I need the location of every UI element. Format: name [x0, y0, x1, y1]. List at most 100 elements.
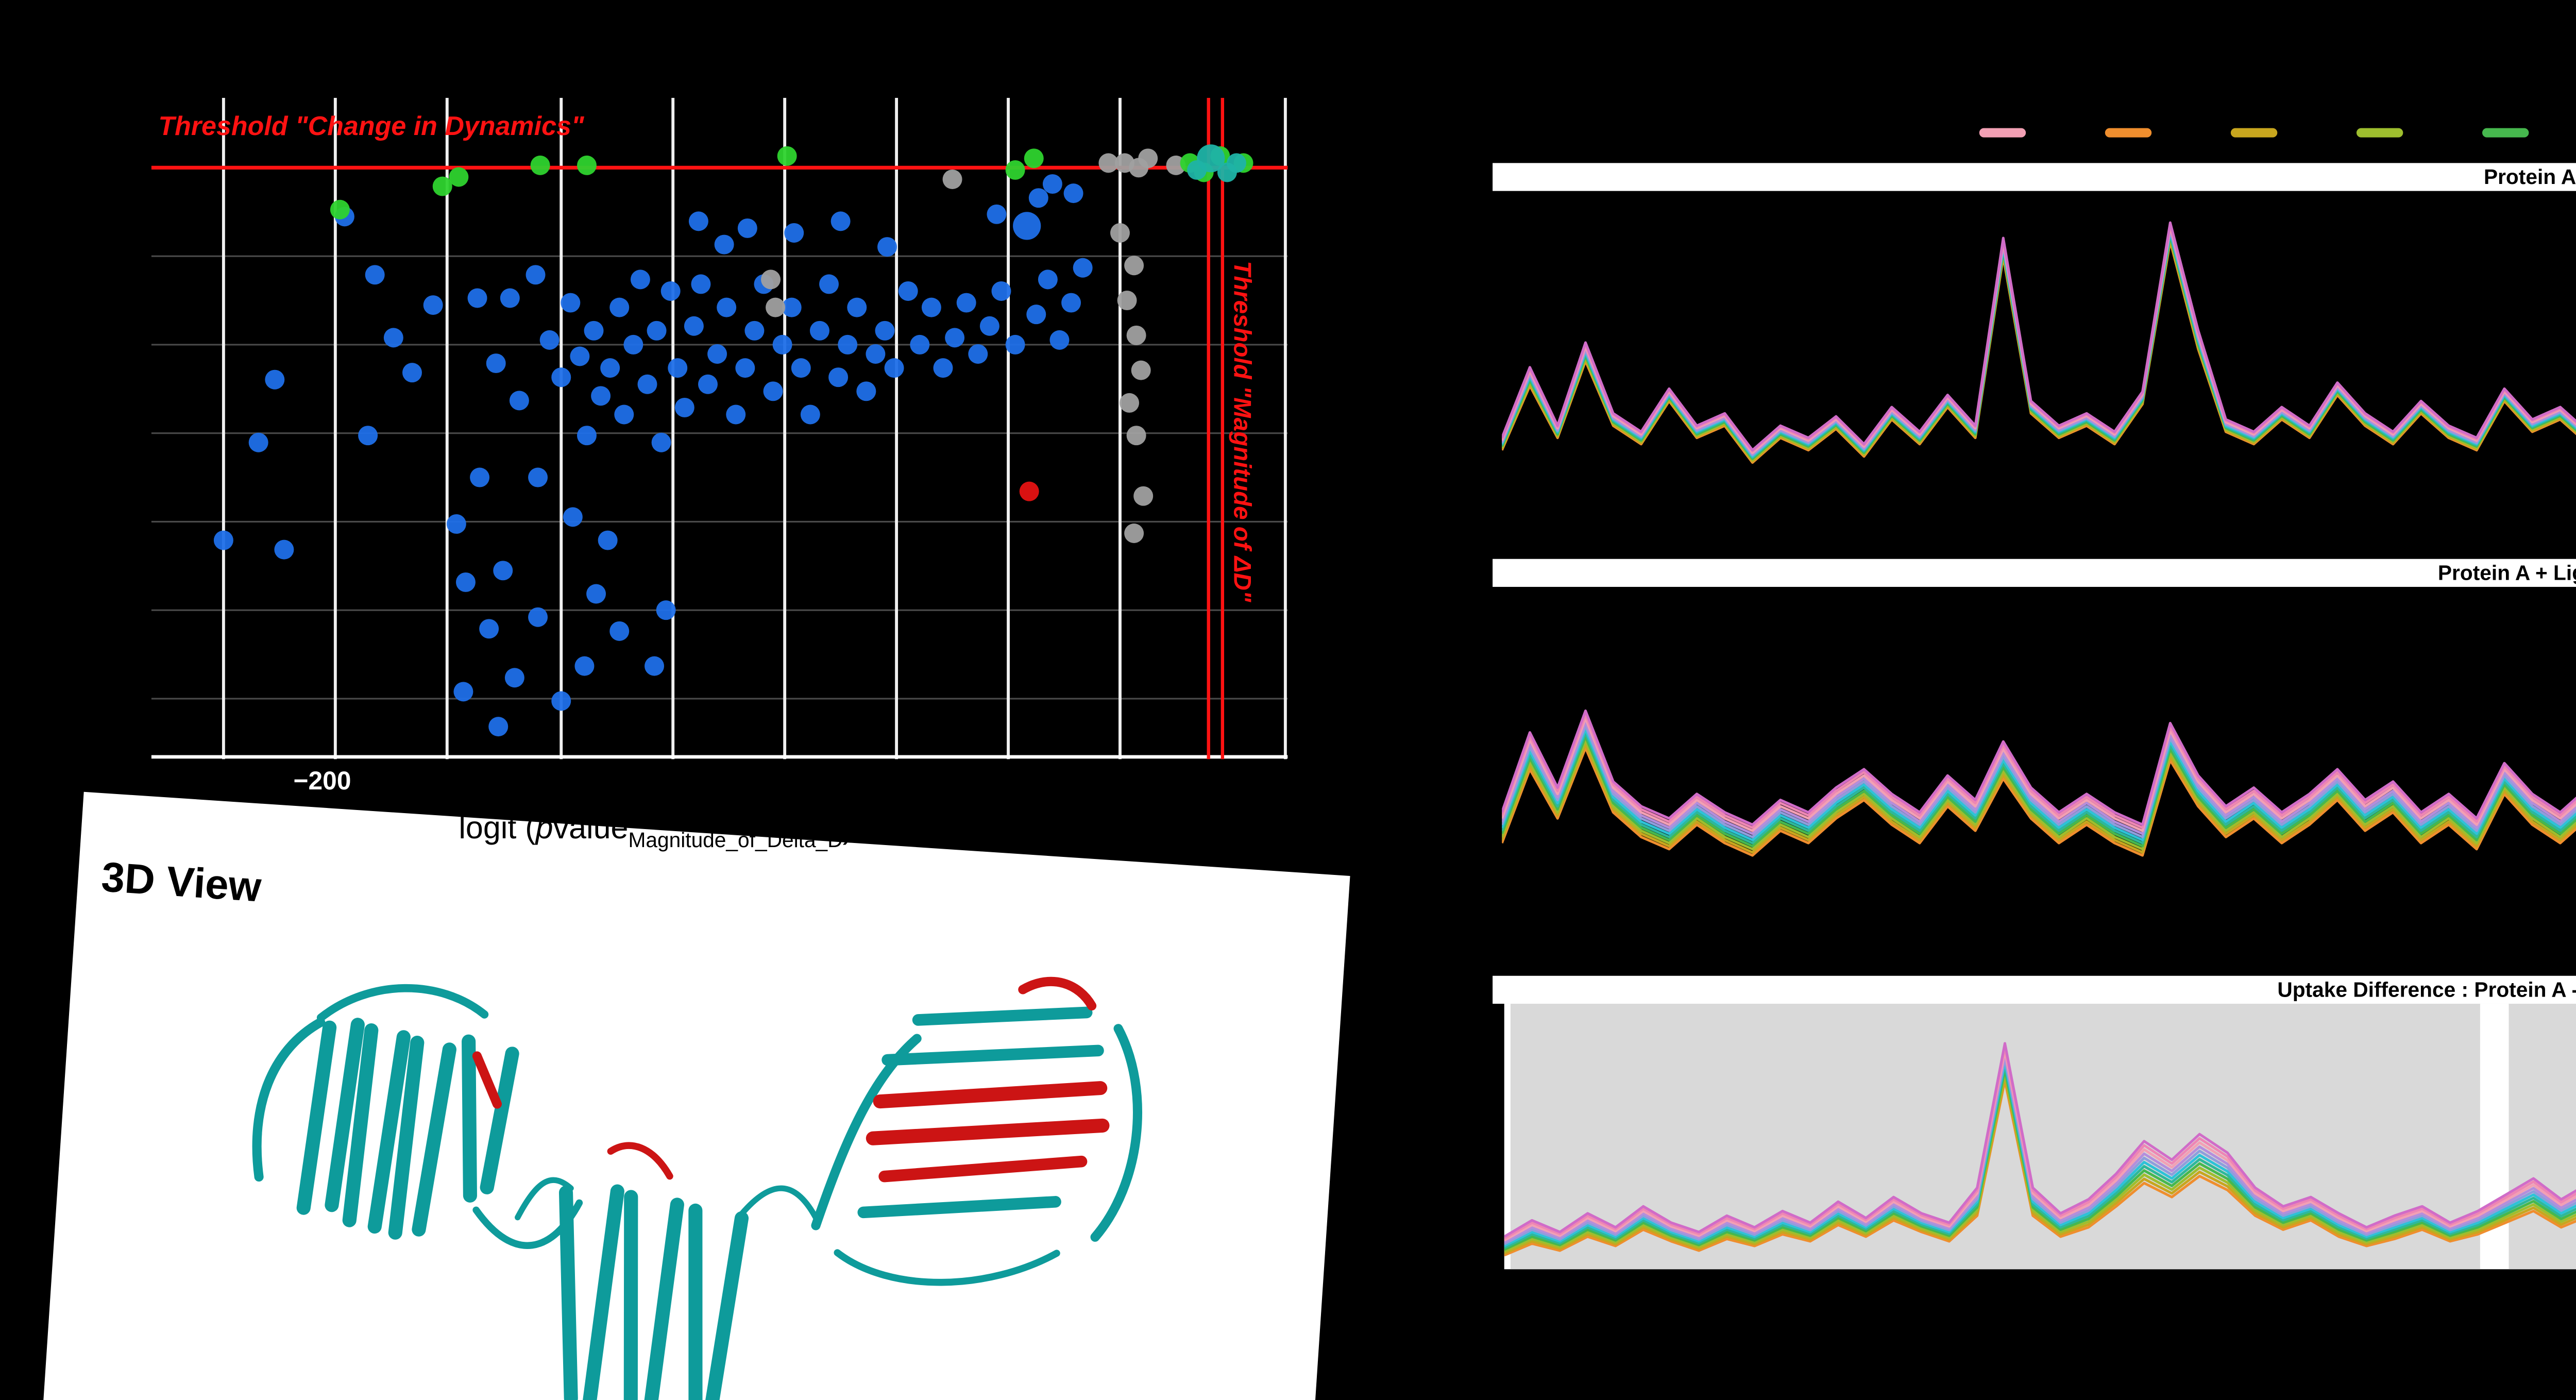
series-line[interactable] [1502, 646, 2576, 851]
scatter-point[interactable] [1131, 360, 1151, 380]
scatter-point[interactable] [1124, 524, 1144, 543]
series-line[interactable] [1504, 1060, 2576, 1249]
scatter-point[interactable] [875, 321, 895, 341]
scatter-point[interactable] [979, 316, 999, 336]
scatter-point[interactable] [423, 295, 443, 315]
scatter-point[interactable] [691, 274, 711, 294]
scatter-point[interactable] [714, 234, 734, 255]
uptake-plot-protein-a[interactable] [1502, 193, 2576, 543]
scatter-point[interactable] [772, 334, 792, 355]
scatter-point[interactable] [856, 381, 876, 401]
scatter-point[interactable] [766, 297, 786, 317]
scatter-point[interactable] [432, 176, 452, 196]
scatter-point[interactable] [528, 467, 548, 487]
scatter-point[interactable] [1028, 188, 1048, 208]
series-line[interactable] [1504, 1057, 2576, 1247]
scatter-point[interactable] [365, 265, 385, 285]
series-line[interactable] [1504, 1075, 2576, 1255]
scatter-point[interactable] [402, 363, 422, 383]
scatter-point[interactable] [614, 404, 634, 425]
scatter-point[interactable] [470, 467, 490, 487]
scatter-point[interactable] [574, 656, 595, 676]
series-line[interactable] [1502, 238, 2576, 463]
scatter-point[interactable] [968, 344, 988, 364]
scatter-point[interactable] [623, 334, 643, 355]
scatter-point[interactable] [809, 321, 829, 341]
scatter-point[interactable] [688, 211, 708, 231]
scatter-point[interactable] [1024, 148, 1044, 168]
series-line[interactable] [1502, 230, 2576, 458]
scatter-point[interactable] [330, 199, 350, 220]
scatter-point[interactable] [274, 539, 294, 560]
scatter-point[interactable] [884, 358, 904, 378]
series-line[interactable] [1504, 1072, 2576, 1253]
scatter-point[interactable] [1133, 486, 1154, 506]
series-line[interactable] [1502, 622, 2576, 838]
uptake-difference-plot[interactable] [1504, 1003, 2576, 1270]
legend-swatch[interactable] [2230, 128, 2278, 138]
scatter-point[interactable] [265, 369, 285, 390]
scatter-point[interactable] [248, 432, 268, 452]
scatter-point[interactable] [987, 204, 1007, 224]
scatter-point[interactable] [791, 358, 811, 378]
scatter-point[interactable] [684, 316, 704, 336]
scatter-point[interactable] [358, 426, 378, 446]
scatter-point[interactable] [563, 507, 583, 527]
scatter-point[interactable] [1042, 174, 1062, 194]
scatter-point[interactable] [551, 691, 571, 711]
scatter-point[interactable] [717, 297, 737, 317]
scatter-point[interactable] [726, 404, 746, 425]
legend-swatch[interactable] [2105, 128, 2152, 138]
scatter-point[interactable] [591, 386, 611, 406]
scatter-point[interactable] [1126, 426, 1146, 446]
scatter-point[interactable] [782, 297, 802, 317]
scatter-point[interactable] [1013, 212, 1041, 240]
scatter-point[interactable] [838, 334, 858, 355]
series-line[interactable] [1504, 1049, 2576, 1245]
scatter-point[interactable] [800, 404, 820, 425]
scatter-point[interactable] [1197, 144, 1225, 173]
scatter-point[interactable] [1049, 330, 1070, 350]
scatter-point[interactable] [1063, 183, 1083, 204]
scatter-point[interactable] [577, 426, 597, 446]
scatter-point[interactable] [479, 619, 499, 639]
legend-swatch[interactable] [2356, 128, 2403, 138]
scatter-point[interactable] [1005, 334, 1025, 355]
scatter-point[interactable] [942, 170, 962, 189]
scatter-point[interactable] [784, 223, 804, 243]
scatter-point[interactable] [735, 358, 755, 378]
scatter-point[interactable] [651, 432, 671, 452]
scatter-point[interactable] [586, 584, 606, 604]
series-line[interactable] [1502, 616, 2576, 835]
scatter-point[interactable] [1126, 325, 1146, 345]
scatter-point[interactable] [1098, 153, 1118, 173]
scatter-point[interactable] [528, 607, 548, 627]
scatter-point[interactable] [1061, 293, 1081, 313]
scatter-point[interactable] [933, 358, 953, 378]
scatter-point[interactable] [1005, 160, 1025, 180]
scatter-point[interactable] [526, 265, 546, 285]
protein-3d-viewport[interactable] [38, 792, 1350, 1400]
scatter-point[interactable] [509, 391, 529, 411]
scatter-point[interactable] [737, 218, 757, 238]
scatter-point[interactable] [1226, 153, 1246, 173]
series-line[interactable] [1502, 613, 2576, 826]
scatter-point[interactable] [707, 344, 727, 364]
scatter-point[interactable] [1120, 393, 1140, 413]
series-line[interactable] [1504, 1042, 2576, 1244]
scatter-point[interactable] [1026, 305, 1046, 325]
scatter-point[interactable] [656, 600, 676, 620]
scatter-point[interactable] [577, 155, 597, 175]
scatter-point[interactable] [763, 381, 783, 401]
scatter-point[interactable] [674, 397, 694, 417]
scatter-point[interactable] [1117, 291, 1137, 311]
scatter-point[interactable] [570, 346, 590, 366]
scatter-point[interactable] [609, 621, 630, 641]
series-line[interactable] [1502, 613, 2576, 832]
series-line[interactable] [1504, 1045, 2576, 1244]
scatter-point[interactable] [831, 211, 851, 231]
series-line[interactable] [1502, 652, 2576, 854]
scatter-point[interactable] [530, 155, 550, 175]
scatter-point[interactable] [449, 167, 469, 187]
scatter-point[interactable] [504, 668, 524, 688]
